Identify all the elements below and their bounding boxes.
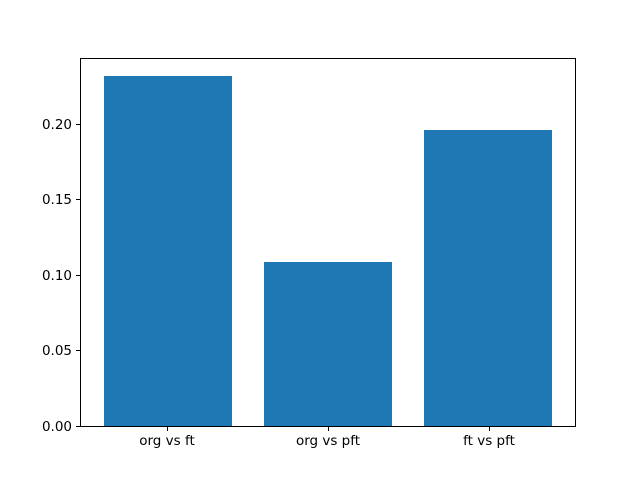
y-tick-label: 0.20 [41,116,72,133]
y-tick-mark [76,350,80,351]
x-tick-label: ft vs pft [463,433,515,449]
x-tick-mark [167,427,168,431]
y-tick-label: 0.05 [41,343,72,360]
bar-org-vs-pft [263,262,393,426]
bar-org-vs-ft [103,75,232,426]
y-tick-label: 0.00 [41,419,72,435]
plot-area [80,58,576,427]
y-tick-mark [76,426,80,427]
bar-ft-vs-pft [424,129,553,426]
y-tick-mark [76,124,80,125]
x-tick-label: org vs ft [139,433,195,449]
x-tick-mark [328,427,329,431]
y-tick-label: 0.15 [41,192,72,209]
y-tick-mark [76,275,80,276]
y-tick-label: 0.10 [41,267,72,284]
x-tick-label: org vs pft [295,433,361,449]
y-tick-mark [76,199,80,200]
x-tick-mark [489,427,490,431]
